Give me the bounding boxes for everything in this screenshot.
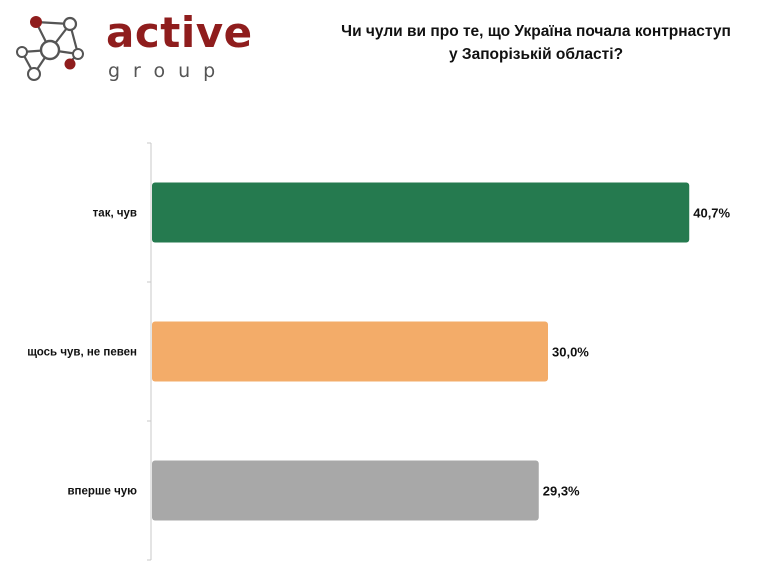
category-label: щось чув, не певен <box>27 347 137 359</box>
bar-1 <box>152 182 690 243</box>
chart-title-line-1: Чи чули ви про те, що Україна почала кон… <box>341 23 731 40</box>
bar-3 <box>152 460 539 521</box>
value-label: 30,0% <box>552 345 589 360</box>
chart-title-line-2: у Запорізькій області? <box>448 46 624 63</box>
logo: active group <box>8 8 252 88</box>
value-label: 29,3% <box>543 484 580 499</box>
network-molecule-icon <box>16 16 84 81</box>
chart-title: Чи чули ви про те, що Україна почала кон… <box>292 20 780 66</box>
value-label: 40,7% <box>693 206 730 221</box>
category-label: так, чув <box>93 208 137 220</box>
category-label: вперше чую <box>67 486 137 498</box>
bar-2 <box>152 321 548 382</box>
logo-subtitle: group <box>108 60 229 82</box>
logo-wordmark: active <box>106 8 253 57</box>
